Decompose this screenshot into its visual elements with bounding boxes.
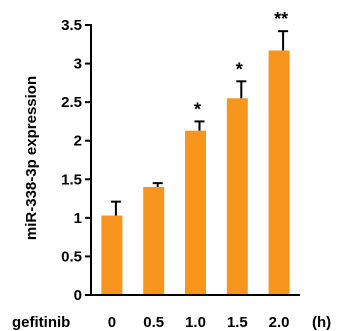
x-category-label-4: 2.0 — [269, 314, 290, 331]
y-tick-label: 0 — [74, 287, 82, 304]
y-tick-label: 2 — [74, 133, 82, 150]
bar-1 — [143, 187, 165, 295]
x-category-label-2: 1.0 — [185, 314, 206, 331]
y-tick-label: 3.5 — [61, 17, 82, 34]
y-tick-label: 3 — [74, 56, 82, 73]
y-axis-ticks: 0 0.5 1 1.5 2 2.5 3 3.5 — [61, 17, 91, 304]
x-axis-category-labels: 0 0.5 1.0 1.5 2.0 — [108, 314, 290, 331]
x-axis-label: gefitinib — [12, 314, 70, 331]
x-category-label-0: 0 — [108, 314, 116, 331]
bars-group — [101, 50, 290, 296]
bar-2 — [185, 130, 206, 295]
x-axis-unit-label: (h) — [312, 314, 331, 331]
significance-marks-group: **** — [194, 9, 288, 119]
x-category-label-1: 0.5 — [143, 314, 164, 331]
y-tick-label: 1 — [74, 210, 82, 227]
y-axis-label: miR-338-3p expression — [23, 76, 40, 240]
significance-mark-4: ** — [274, 9, 288, 29]
significance-mark-3: * — [236, 59, 243, 79]
y-tick-label: 1.5 — [61, 171, 82, 188]
bar-4 — [268, 50, 290, 296]
y-tick-label: 0.5 — [61, 248, 82, 265]
bar-0 — [101, 215, 123, 295]
y-tick-label: 2.5 — [61, 94, 82, 111]
x-category-label-3: 1.5 — [227, 314, 248, 331]
bar-3 — [226, 98, 248, 296]
significance-mark-2: * — [194, 99, 201, 119]
error-bars-group — [110, 30, 289, 216]
